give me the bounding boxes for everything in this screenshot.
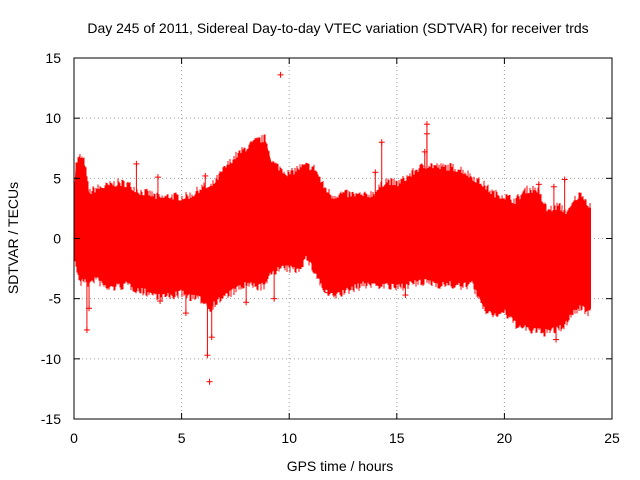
outlier-point (206, 378, 213, 385)
outlier-point (243, 280, 250, 306)
outlier-point (277, 71, 284, 78)
outlier-point (535, 181, 542, 198)
outlier-point (157, 292, 164, 305)
x-axis-label: GPS time / hours (287, 458, 394, 474)
y-tick-label: -5 (49, 291, 62, 307)
outlier-point (204, 301, 211, 359)
y-tick-label: 0 (53, 231, 61, 247)
x-tick-label: 0 (70, 430, 78, 446)
outlier-point (550, 183, 557, 212)
outlier-point (372, 169, 379, 197)
x-tick-label: 25 (604, 430, 620, 446)
outlier-point (202, 172, 209, 192)
y-axis-label: SDTVAR / TECUs (5, 182, 21, 294)
outlier-point (271, 266, 278, 302)
outlier-point (86, 280, 93, 312)
outlier-point (324, 289, 331, 296)
y-tick-label: 5 (53, 170, 61, 186)
y-tick-label: -10 (41, 351, 61, 367)
outlier-point (258, 143, 265, 152)
outlier-point (561, 176, 568, 215)
outlier-point (378, 139, 385, 190)
outlier-point (402, 281, 409, 299)
x-tick-label: 10 (281, 430, 297, 446)
x-tick-label: 5 (178, 430, 186, 446)
outlier-point (553, 325, 560, 343)
y-tick-label: -15 (41, 411, 61, 427)
chart-title: Day 245 of 2011, Sidereal Day-to-day VTE… (87, 20, 588, 36)
y-tick-label: 15 (45, 50, 61, 66)
outlier-point (421, 148, 428, 171)
outlier-point (83, 277, 90, 333)
outlier-point (154, 174, 161, 202)
axis-ticks: 0 5 10 15 20 25 -15 -10 -5 0 5 10 15 (41, 50, 620, 446)
data-series-sdtvar (73, 71, 591, 385)
outlier-point (208, 302, 215, 341)
x-tick-label: 15 (389, 430, 405, 446)
y-tick-label: 10 (45, 110, 61, 126)
outlier-point (182, 290, 189, 317)
outlier-point (133, 160, 140, 194)
x-tick-label: 20 (497, 430, 513, 446)
